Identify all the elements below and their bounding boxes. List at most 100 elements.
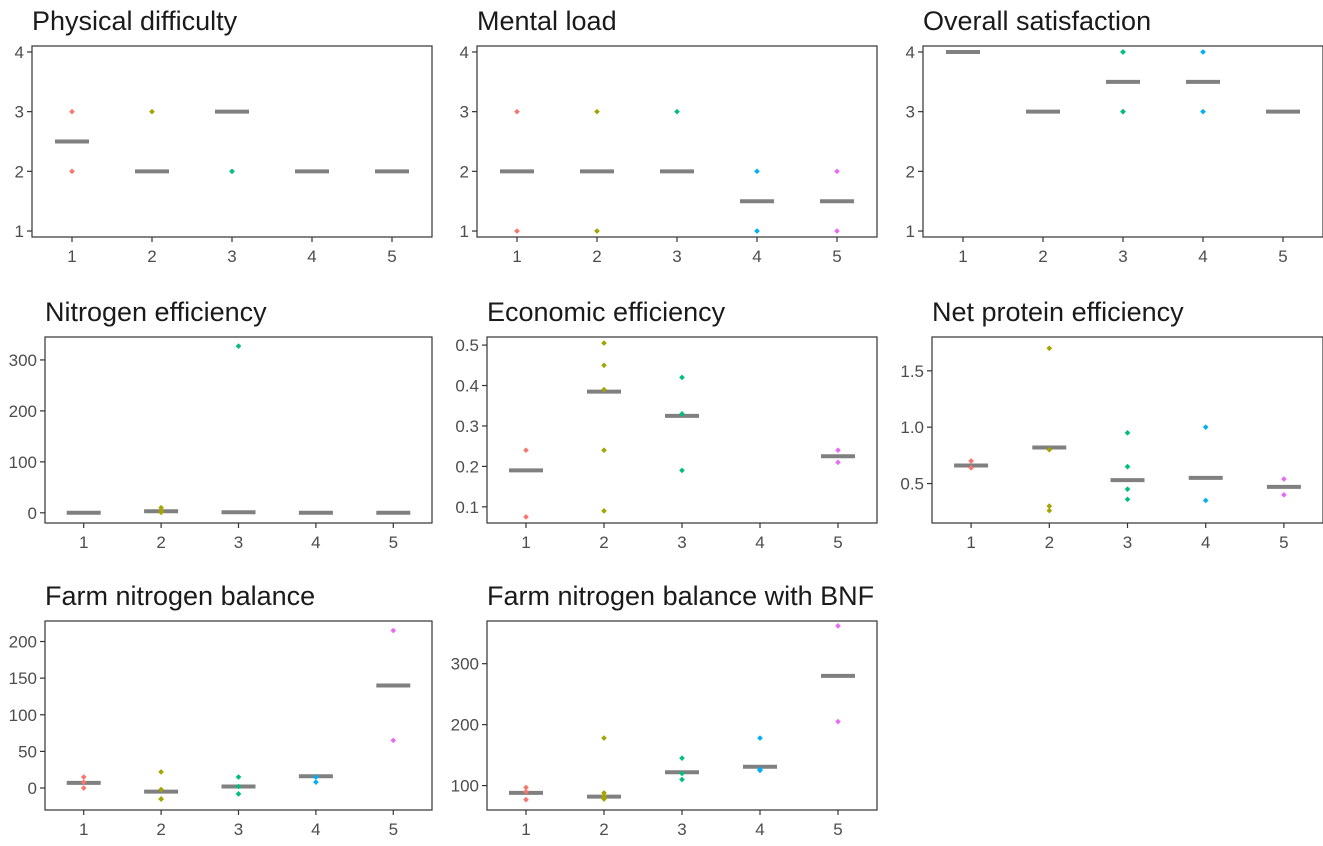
data-point: [1046, 507, 1053, 514]
data-point: [158, 509, 164, 516]
y-tick-label: 300: [9, 351, 37, 370]
y-tick-label: 2: [460, 162, 469, 181]
y-tick-label: 3: [906, 103, 915, 122]
data-point: [1120, 49, 1126, 55]
y-tick-label: 0: [28, 504, 37, 523]
data-point: [835, 623, 841, 629]
data-point: [523, 796, 529, 803]
x-tick-label: 5: [832, 247, 841, 266]
x-tick-label: 2: [599, 533, 608, 552]
data-point: [1124, 496, 1131, 503]
plot-frame: [922, 45, 1323, 238]
data-point: [390, 627, 397, 634]
data-point: [1281, 476, 1287, 482]
y-tick-label: 100: [9, 706, 37, 725]
data-point: [80, 785, 87, 791]
x-tick-label: 5: [389, 533, 398, 552]
data-point: [601, 362, 607, 369]
y-tick-label: 0.1: [455, 498, 479, 517]
data-point: [1281, 491, 1287, 498]
data-point: [601, 340, 607, 346]
panel-7: Farm nitrogen balance 0 50 100 150 200 1 2 3 4 5: [9, 581, 433, 839]
data-point: [158, 786, 164, 793]
x-tick-label: 1: [79, 820, 88, 839]
data-point: [1200, 108, 1206, 115]
data-point: [149, 108, 155, 115]
data-point: [757, 767, 763, 774]
x-tick-label: 5: [833, 820, 842, 839]
x-tick-label: 5: [389, 820, 398, 839]
x-tick-label: 5: [833, 533, 842, 552]
x-tick-label: 2: [147, 247, 156, 266]
data-point: [679, 770, 685, 777]
y-tick-label: 2: [15, 162, 24, 181]
y-tick-label: 50: [18, 742, 37, 761]
y-tick-label: 4: [15, 43, 24, 62]
plot-frame: [476, 45, 878, 238]
data-point: [835, 447, 841, 454]
plot-frame: [486, 336, 878, 524]
x-tick-label: 1: [512, 247, 521, 266]
y-tick-label: 1.5: [900, 362, 924, 381]
data-point: [754, 168, 760, 175]
y-tick-label: 100: [9, 453, 37, 472]
y-tick-label: 200: [9, 402, 37, 421]
y-tick-label: 0: [28, 779, 37, 798]
data-point: [1124, 486, 1131, 493]
x-tick-label: 1: [966, 533, 975, 552]
x-tick-label: 3: [672, 247, 681, 266]
y-tick-label: 200: [9, 633, 37, 652]
y-tick-label: 0.3: [455, 417, 479, 436]
y-tick-label: 0.4: [455, 377, 479, 396]
data-point: [835, 718, 841, 725]
data-point: [313, 779, 319, 785]
data-point: [69, 108, 75, 115]
data-point: [601, 796, 607, 802]
x-tick-label: 4: [752, 247, 761, 266]
x-tick-label: 5: [1278, 247, 1287, 266]
x-tick-label: 4: [755, 820, 764, 839]
y-tick-label: 3: [15, 103, 24, 122]
x-tick-label: 4: [755, 533, 764, 552]
x-tick-label: 2: [1038, 247, 1047, 266]
data-point: [514, 228, 520, 234]
y-tick-label: 150: [9, 669, 37, 688]
y-tick-label: 0.5: [900, 475, 924, 494]
y-tick-label: 0.5: [455, 336, 479, 355]
x-tick-label: 4: [307, 247, 316, 266]
x-tick-label: 5: [387, 247, 396, 266]
x-tick-label: 3: [677, 533, 686, 552]
data-point: [1202, 497, 1209, 504]
data-point: [1202, 424, 1209, 431]
data-point: [1046, 503, 1053, 509]
data-point: [679, 755, 685, 762]
data-point: [754, 228, 760, 234]
x-tick-label: 3: [227, 247, 236, 266]
panel-title: Farm nitrogen balance with BNF: [487, 581, 874, 611]
data-point: [835, 459, 841, 466]
data-point: [1046, 446, 1053, 453]
x-tick-label: 4: [311, 533, 320, 552]
data-point: [1124, 429, 1131, 436]
panel-3: Overall satisfaction 1 2 3 4 1 2 3 4 5: [906, 6, 1323, 266]
y-tick-label: 4: [460, 43, 469, 62]
x-tick-label: 2: [592, 247, 601, 266]
data-point: [601, 386, 607, 393]
panel-title: Farm nitrogen balance: [45, 581, 315, 611]
data-point: [158, 504, 164, 511]
panel-5: Economic efficiency 0.1 0.2 0.3 0.4 0.5 1 2 3 4 5: [455, 297, 878, 552]
data-point: [235, 774, 242, 780]
y-tick-label: 200: [451, 716, 479, 735]
data-point: [601, 735, 607, 741]
plot-frame: [31, 45, 433, 238]
panel-4: Nitrogen efficiency 0 100 200 300 1 2 3 4 5: [9, 297, 433, 552]
x-tick-label: 3: [234, 533, 243, 552]
y-tick-label: 300: [451, 655, 479, 674]
data-point: [235, 783, 242, 790]
data-point: [235, 791, 242, 797]
data-point: [834, 168, 840, 175]
data-point: [1200, 49, 1206, 55]
data-point: [69, 168, 75, 175]
panel-title: Net protein efficiency: [932, 297, 1184, 327]
